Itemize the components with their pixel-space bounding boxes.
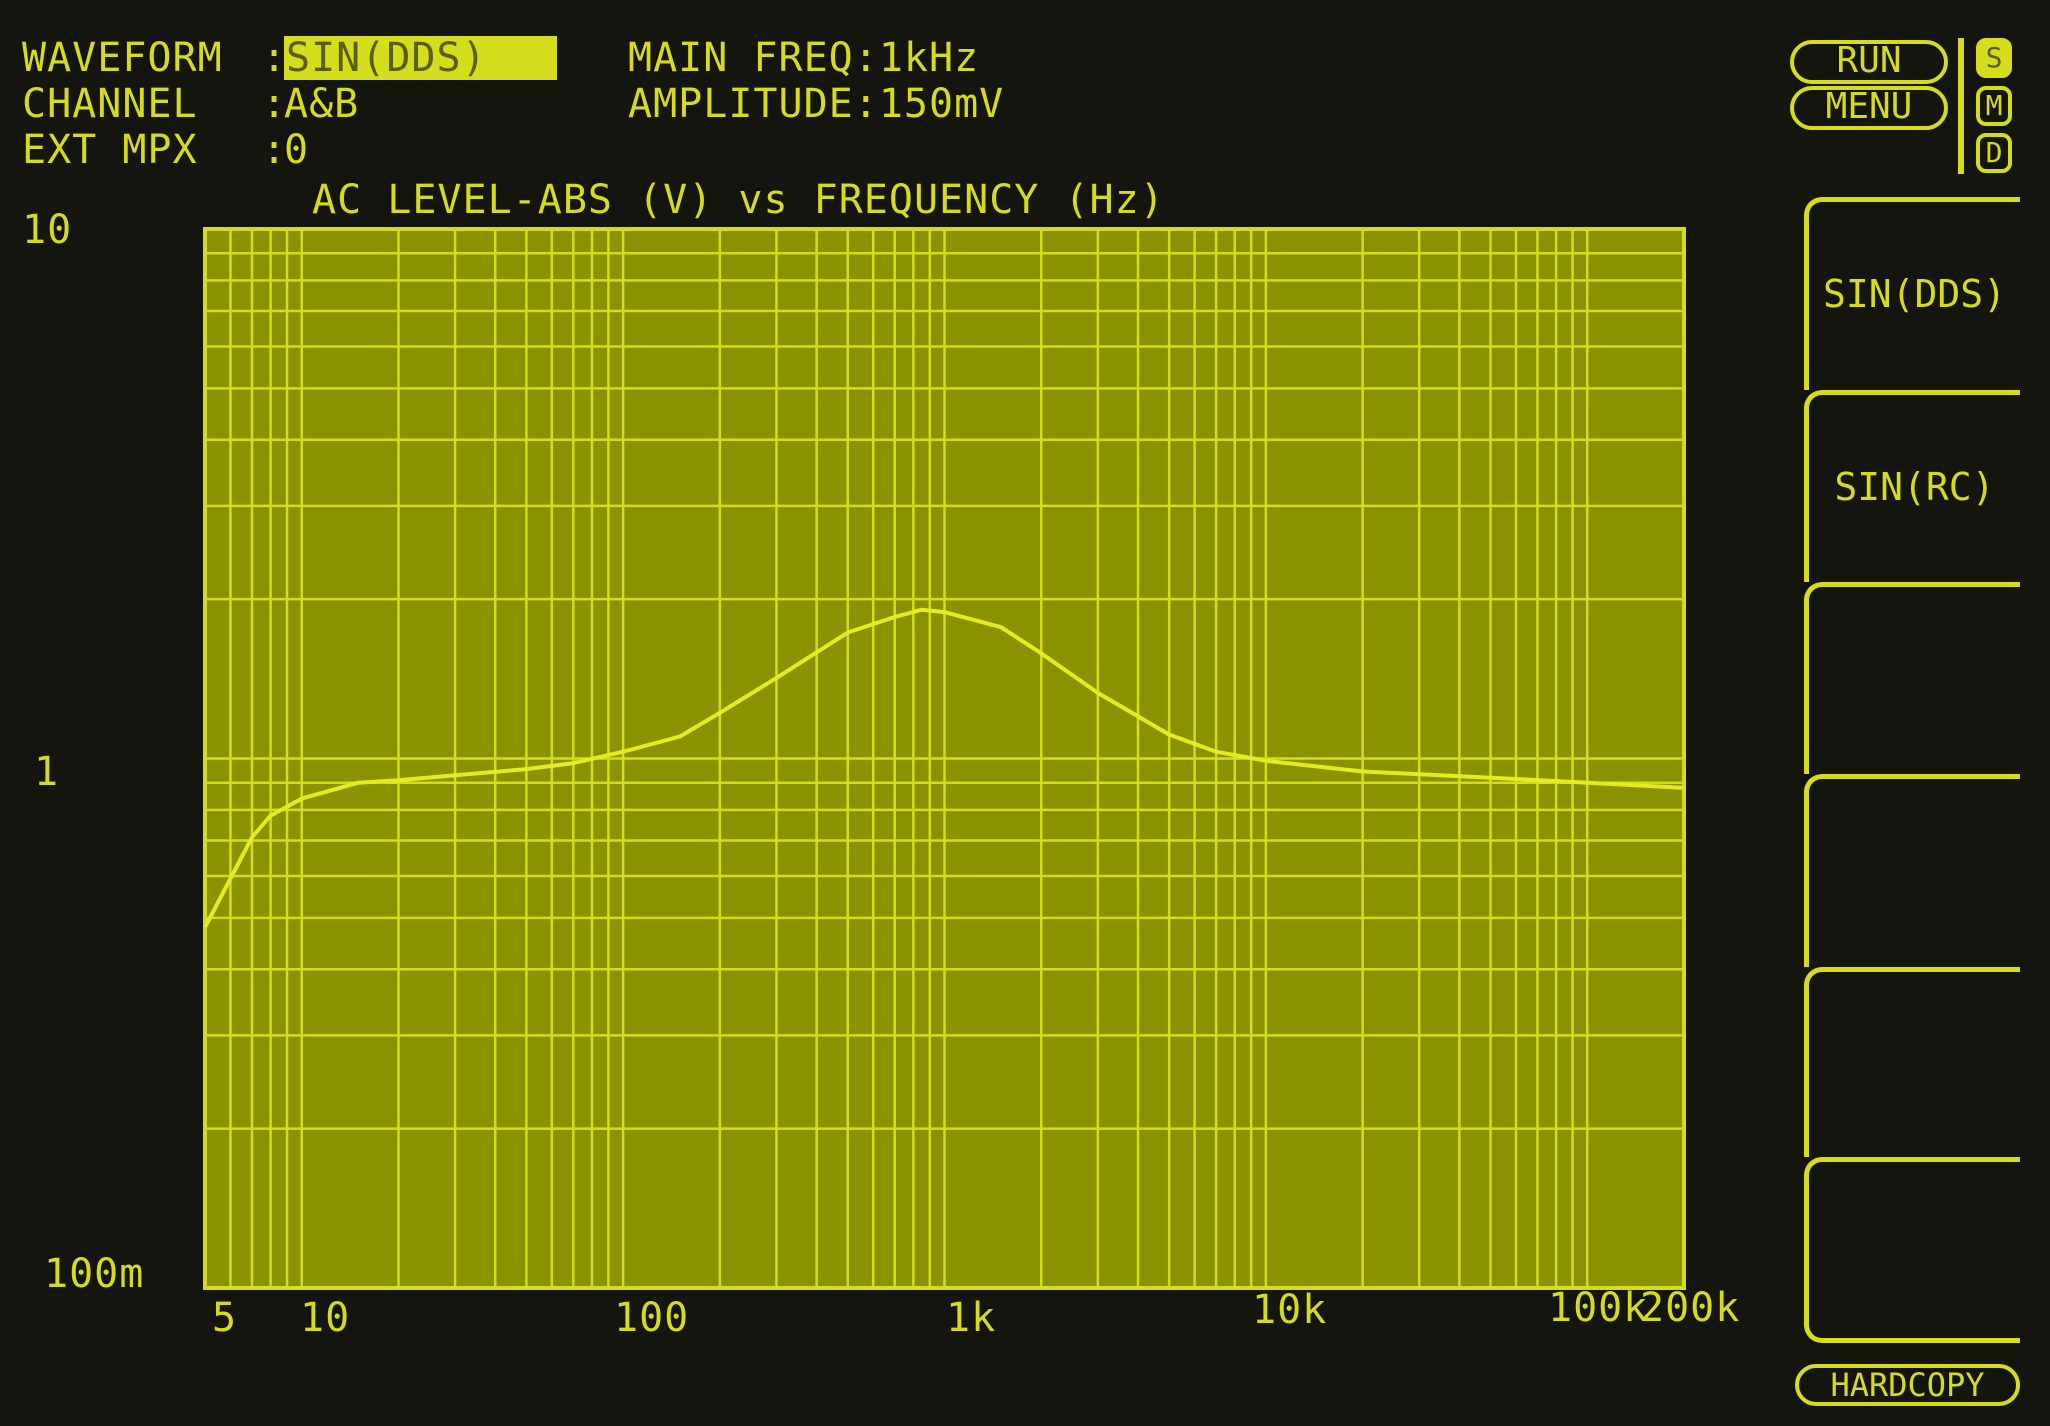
y-tick-label: 100m bbox=[44, 1251, 145, 1297]
main-freq-value: 1kHz bbox=[878, 35, 980, 81]
x-tick-label: 10 bbox=[300, 1295, 351, 1341]
grid bbox=[205, 229, 1684, 1288]
x-tick-label: 1k bbox=[946, 1295, 997, 1341]
softkey-2[interactable]: SIN(RC) bbox=[1804, 390, 2020, 582]
mode-s-button[interactable]: S bbox=[1976, 38, 2012, 78]
chart-title: AC LEVEL-ABS (V) vs FREQUENCY (Hz) bbox=[312, 177, 1165, 223]
x-tick-label: 100k bbox=[1548, 1285, 1649, 1331]
channel-value: A&B bbox=[284, 81, 360, 127]
amplitude-label: AMPLITUDE: bbox=[628, 81, 879, 127]
main-freq-label: MAIN FREQ: bbox=[628, 35, 879, 81]
x-tick-label: 100 bbox=[614, 1295, 690, 1341]
channel-label: CHANNEL bbox=[22, 81, 198, 127]
x-tick-label: 5 bbox=[212, 1295, 238, 1341]
mode-d-button[interactable]: D bbox=[1976, 133, 2012, 173]
softkey-label: SIN(RC) bbox=[1834, 465, 1995, 509]
level-trace bbox=[203, 607, 1685, 929]
softkey-label: SIN(DDS) bbox=[1822, 272, 2007, 316]
divider bbox=[1958, 38, 1964, 174]
mode-m-button[interactable]: M bbox=[1976, 86, 2012, 126]
softkey-6[interactable] bbox=[1804, 1157, 2020, 1343]
menu-button[interactable]: MENU bbox=[1790, 86, 1948, 130]
y-tick-label: 1 bbox=[34, 749, 60, 795]
hardcopy-button[interactable]: HARDCOPY bbox=[1795, 1364, 2020, 1406]
ext-mpx-value: 0 bbox=[284, 127, 310, 173]
ext-mpx-label: EXT MPX bbox=[22, 127, 198, 173]
softkey-3[interactable] bbox=[1804, 582, 2020, 774]
run-button[interactable]: RUN bbox=[1790, 40, 1948, 84]
softkey-5[interactable] bbox=[1804, 967, 2020, 1157]
softkey-4[interactable] bbox=[1804, 774, 2020, 967]
amplitude-value: 150mV bbox=[878, 81, 1005, 127]
x-tick-label: 10k bbox=[1252, 1287, 1328, 1333]
softkey-1[interactable]: SIN(DDS) bbox=[1804, 197, 2020, 390]
x-tick-label: 200k bbox=[1640, 1285, 1741, 1331]
waveform-value[interactable]: SIN(DDS) bbox=[284, 36, 557, 80]
waveform-label: WAVEFORM bbox=[22, 35, 223, 81]
y-tick-label: 10 bbox=[22, 207, 73, 253]
